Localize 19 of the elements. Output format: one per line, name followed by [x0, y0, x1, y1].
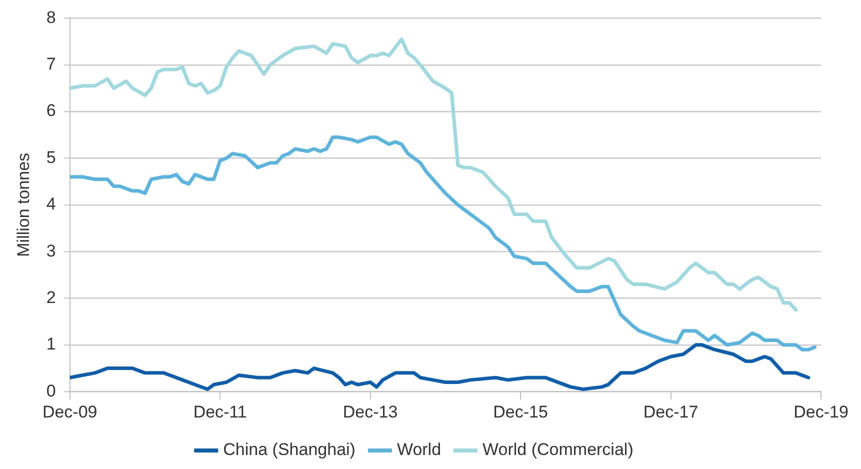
y-tick-label: 6 [46, 101, 56, 120]
x-tick-label: Dec-19 [794, 402, 848, 422]
y-tick-label: 5 [46, 148, 56, 167]
legend-label: China (Shanghai) [223, 440, 356, 460]
x-tick-label: Dec-11 [193, 402, 247, 422]
y-tick-label: 2 [46, 288, 56, 307]
x-tick-label: Dec-15 [493, 402, 548, 422]
legend-label: World [396, 440, 442, 460]
y-tick-label: 7 [46, 54, 56, 74]
y-tick-label: 4 [46, 194, 56, 214]
y-tick-label: 8 [46, 8, 56, 27]
y-tick-label: 3 [46, 241, 56, 260]
x-tick-label: Dec-17 [643, 402, 698, 422]
legend-label: World (Commercial) [482, 440, 634, 460]
x-tick-label: Dec-13 [342, 402, 398, 422]
y-tick-label: 1 [46, 334, 56, 354]
y-axis-title: Million tonnes [14, 152, 33, 257]
x-tick-label: Dec-09 [42, 402, 98, 422]
y-tick-label: 0 [46, 381, 56, 400]
